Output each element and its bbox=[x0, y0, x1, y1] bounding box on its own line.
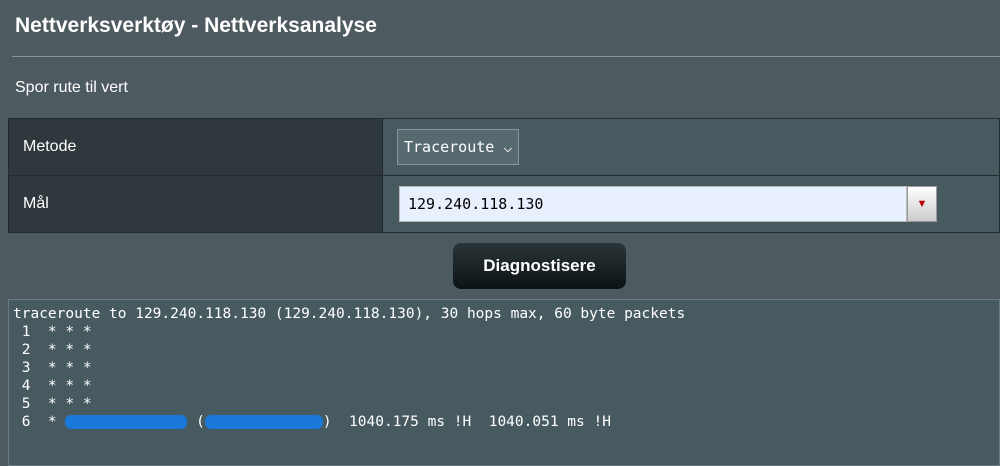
page-title: Nettverksverktøy - Nettverksanalyse bbox=[15, 14, 377, 37]
target-row: Mål 129.240.118.130 ▼ bbox=[8, 175, 1000, 233]
target-label: Mål bbox=[8, 175, 383, 233]
diagnose-button[interactable]: Diagnostisere bbox=[453, 243, 626, 289]
chevron-down-icon: ⌵ bbox=[503, 138, 513, 156]
hop6-suffix: ) 1040.175 ms !H 1040.051 ms !H bbox=[322, 414, 611, 430]
target-dropdown-button[interactable]: ▼ bbox=[907, 186, 937, 222]
settings-table: Metode Traceroute ⌵ Mål 129.240.118.130 ▼ bbox=[8, 118, 1000, 233]
output-line: traceroute to 129.240.118.130 (129.240.1… bbox=[13, 306, 686, 322]
redaction bbox=[65, 415, 188, 429]
method-row: Metode Traceroute ⌵ bbox=[8, 118, 1000, 176]
method-label: Metode bbox=[8, 118, 383, 176]
redaction bbox=[204, 415, 323, 429]
method-select[interactable]: Traceroute ⌵ bbox=[397, 129, 520, 165]
output-line: 6 * ( ) 1040.175 ms !H 1040.051 ms !H bbox=[13, 413, 995, 431]
output-line: 4 * * * bbox=[13, 378, 92, 394]
divider bbox=[12, 56, 1000, 57]
output-line: 3 * * * bbox=[13, 360, 92, 376]
output-line: 1 * * * bbox=[13, 324, 92, 340]
hop6-mid: ( bbox=[187, 414, 205, 430]
hop6-prefix: 6 * bbox=[13, 414, 66, 430]
output-line: 2 * * * bbox=[13, 342, 92, 358]
section-title: Spor rute til vert bbox=[15, 79, 128, 96]
method-value: Traceroute bbox=[404, 138, 495, 156]
output-textarea[interactable]: traceroute to 129.240.118.130 (129.240.1… bbox=[8, 299, 1000, 466]
output-line: 5 * * * bbox=[13, 396, 92, 412]
target-input[interactable]: 129.240.118.130 bbox=[399, 186, 907, 222]
triangle-down-icon: ▼ bbox=[916, 198, 928, 210]
